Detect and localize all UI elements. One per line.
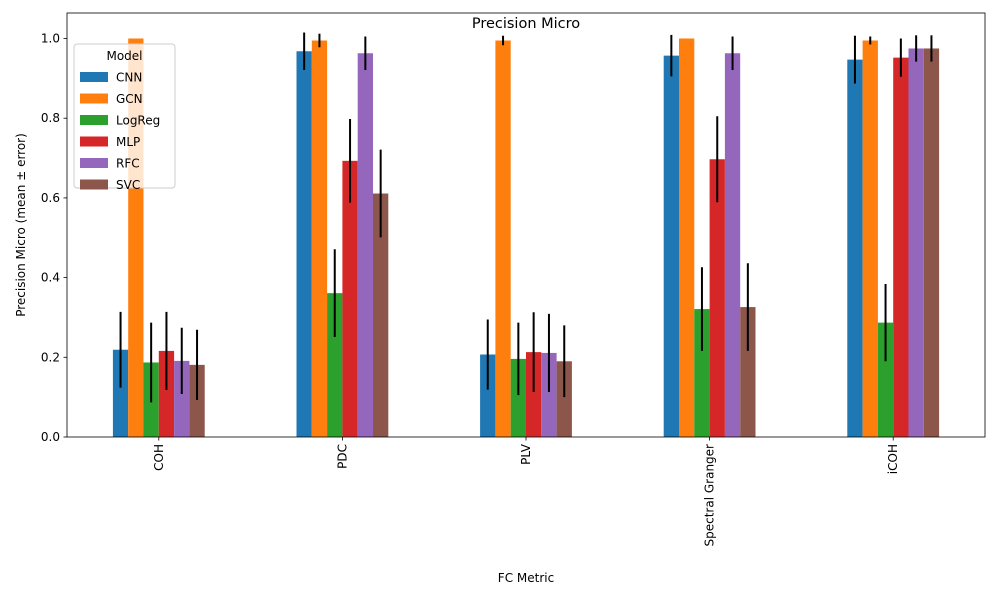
- legend-swatch-gcn: [80, 93, 108, 104]
- y-tick-label: 0.6: [41, 191, 60, 205]
- y-tick-label: 1.0: [41, 32, 60, 46]
- y-axis-label: Precision Micro (mean ± error): [14, 133, 28, 317]
- x-axis: COH PDC PLV Spectral Granger iCOH: [152, 437, 900, 546]
- bar-rfc-4: [908, 48, 924, 437]
- bar-rfc-3: [724, 53, 741, 437]
- x-axis-label: FC Metric: [498, 571, 554, 585]
- x-tick-label: iCOH: [886, 444, 900, 474]
- legend-swatch-svc: [80, 179, 108, 190]
- bar-gcn-3: [679, 38, 695, 437]
- bar-logreg-1: [327, 293, 343, 437]
- bar-mlp-4: [893, 57, 909, 437]
- bar-mlp-1: [342, 160, 358, 437]
- x-tick-label: COH: [152, 444, 166, 471]
- bar-gcn-1: [311, 40, 328, 437]
- bar-gcn-2: [495, 40, 511, 437]
- bar-cnn-1: [296, 51, 312, 437]
- bar-logreg-2: [510, 358, 526, 437]
- bar-mlp-2: [526, 352, 542, 437]
- bar-svc-1: [373, 193, 389, 437]
- bar-cnn-0: [112, 349, 129, 437]
- bar-mlp-0: [158, 350, 175, 437]
- bar-cnn-4: [847, 59, 863, 438]
- bar-svc-4: [923, 48, 940, 437]
- bar-cnn-3: [663, 55, 679, 437]
- legend-swatch-mlp: [80, 136, 108, 147]
- legend-label-rfc: RFC: [116, 157, 140, 171]
- legend-label-gcn: GCN: [116, 92, 143, 106]
- bar-svc-2: [556, 361, 572, 437]
- bars-layer: [112, 38, 940, 438]
- bar-gcn-4: [862, 40, 878, 437]
- bar-rfc-0: [174, 360, 190, 437]
- bar-logreg-3: [694, 309, 710, 437]
- legend-label-mlp: MLP: [116, 135, 140, 149]
- bar-logreg-4: [877, 322, 894, 437]
- error-bars-layer: [119, 32, 933, 403]
- y-tick-label: 0.4: [41, 271, 60, 285]
- legend-swatch-cnn: [80, 72, 108, 82]
- bar-rfc-1: [357, 53, 373, 437]
- legend-swatch-logreg: [80, 115, 108, 125]
- legend-label-cnn: CNN: [116, 71, 142, 85]
- y-axis: 0.0 0.2 0.4 0.6 0.8 1.0: [41, 32, 67, 444]
- legend-label-logreg: LogReg: [116, 114, 160, 128]
- bar-rfc-2: [541, 352, 557, 437]
- chart-title: Precision Micro: [472, 16, 580, 32]
- bar-svc-3: [740, 307, 756, 437]
- x-tick-label: PDC: [335, 444, 349, 469]
- y-tick-label: 0.2: [41, 350, 60, 364]
- legend-label-svc: SVC: [116, 178, 140, 192]
- y-tick-label: 0.8: [41, 111, 60, 125]
- x-tick-label: Spectral Granger: [703, 444, 717, 547]
- legend: Model CNN GCN LogReg MLP RFC SVC: [73, 43, 176, 192]
- bar-mlp-3: [709, 159, 725, 437]
- legend-title: Model: [106, 49, 142, 63]
- legend-swatch-rfc: [80, 158, 108, 168]
- x-tick-label: PLV: [519, 443, 533, 465]
- bar-cnn-2: [480, 354, 496, 437]
- bar-svc-0: [189, 364, 205, 437]
- y-tick-label: 0.0: [41, 430, 60, 444]
